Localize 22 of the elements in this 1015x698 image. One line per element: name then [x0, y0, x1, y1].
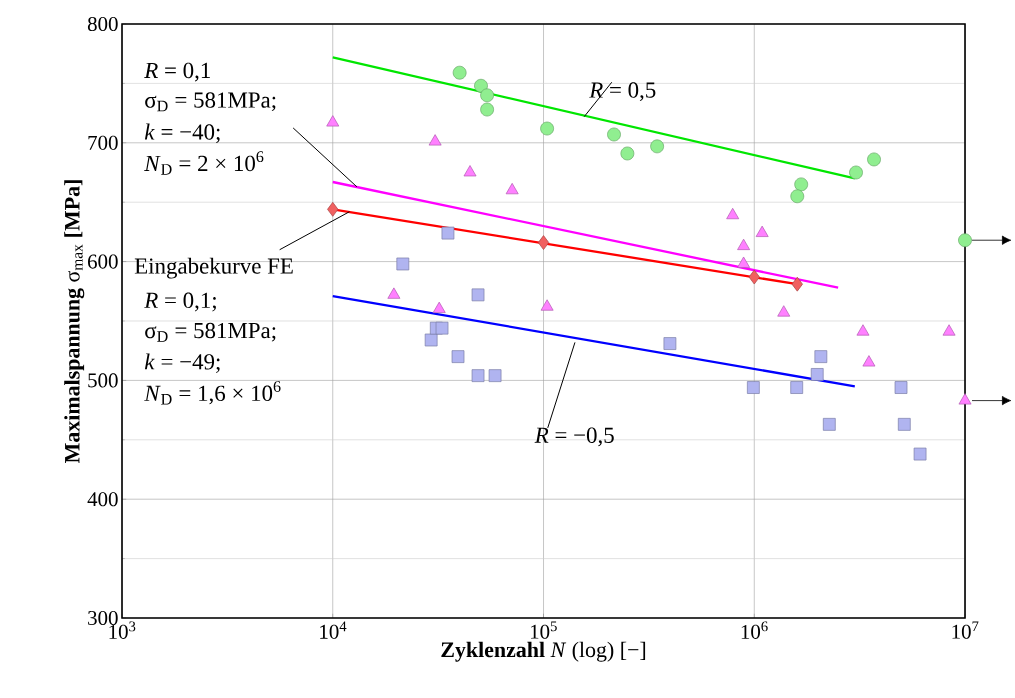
x-tick-label: 10$^{5}$	[530, 621, 557, 639]
y-tick-label: 500	[88, 373, 118, 388]
y-axis-title: Maximalspannung σ$_{max}$ [MPa]	[64, 180, 85, 463]
x-tick-label: 10$^{4}$	[320, 621, 347, 639]
annotation: Eingabekurve FE	[134, 257, 293, 279]
y-tick-label: 400	[87, 492, 118, 507]
annotation: R = 0,1	[144, 62, 210, 82]
annotation: R = −0,5	[534, 427, 614, 447]
annotation: k = −40;	[144, 123, 220, 144]
annotation: k = −49;	[144, 353, 220, 373]
x-axis-title: Zyklenzahl N (log) [−]	[441, 641, 646, 662]
x-tick-label: 10$^{6}$	[741, 621, 768, 639]
y-tick-label: 600	[88, 254, 118, 269]
annotation: σ$_{D}$ = 581MPa;	[145, 92, 276, 112]
annotation: N$_{D}$ = 1,6 × 10$^{6}$	[144, 381, 281, 405]
x-tick-label: 10$^{7}$	[952, 621, 979, 639]
annotation: σ$_{D}$ = 581MPa;	[145, 322, 276, 342]
y-tick-label: 700	[88, 135, 118, 150]
annotation: R = 0,1;	[144, 292, 216, 312]
annotation: N$_{D}$ = 2 × 10$^{6}$	[144, 151, 264, 175]
y-tick-label: 800	[87, 16, 118, 32]
annotation: R = 0,5	[589, 82, 656, 102]
